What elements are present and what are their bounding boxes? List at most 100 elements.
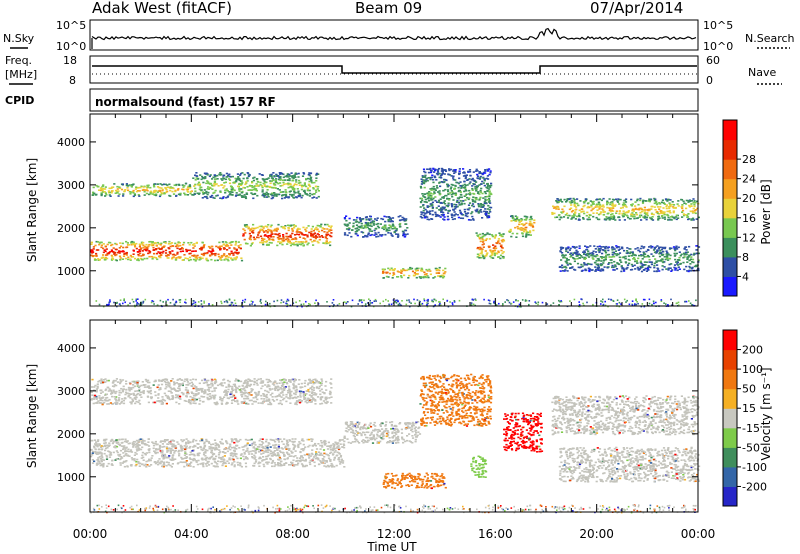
range-gate-cell [669, 218, 672, 221]
range-gate-cell [566, 264, 569, 266]
range-gate-cell [172, 187, 175, 190]
range-gate-cell [689, 258, 693, 261]
range-gate-cell [486, 232, 489, 234]
range-gate-cell [248, 189, 251, 191]
range-gate-cell [173, 184, 176, 186]
range-gate-cell [611, 251, 614, 254]
range-gate-cell [167, 247, 170, 249]
range-gate-cell [640, 219, 643, 221]
clutter-cell [116, 301, 118, 304]
range-gate-cell [177, 245, 180, 247]
range-gate-cell [463, 195, 466, 197]
range-gate-cell [583, 204, 586, 207]
range-gate-cell [315, 191, 318, 193]
range-gate-cell [101, 256, 104, 259]
clutter-cell [685, 300, 688, 303]
range-gate-cell [487, 178, 490, 180]
range-gate-cell [517, 227, 520, 230]
range-gate-cell [183, 254, 186, 256]
range-gate-cell [592, 255, 595, 257]
range-gate-cell [441, 202, 444, 204]
clutter-cell [636, 301, 638, 303]
range-gate-cell [235, 180, 238, 183]
range-gate-cell [436, 201, 439, 203]
range-gate-cell [423, 215, 427, 218]
range-gate-cell [245, 182, 248, 184]
range-gate-cell [207, 188, 210, 190]
range-gate-cell [101, 189, 104, 192]
range-gate-cell [431, 206, 434, 209]
clutter-cell [151, 300, 153, 302]
range-gate-cell [298, 236, 302, 238]
range-gate-cell [145, 249, 148, 251]
range-gate-cell [155, 190, 158, 192]
range-gate-cell [388, 229, 391, 232]
range-gate-cell [111, 186, 114, 189]
range-gate-cell [167, 461, 170, 464]
range-gate-cell [209, 187, 212, 189]
range-gate-cell [697, 252, 700, 255]
range-gate-cell [565, 212, 569, 215]
range-gate-cell [523, 223, 526, 226]
range-gate-cell [695, 245, 698, 247]
range-gate-cell [220, 173, 223, 176]
range-gate-cell [179, 250, 182, 253]
range-gate-cell [198, 184, 201, 187]
range-gate-cell [321, 227, 324, 229]
range-gate-cell [605, 216, 608, 218]
range-gate-cell [355, 227, 358, 230]
range-gate-cell [480, 183, 483, 185]
range-gate-cell [211, 178, 214, 180]
range-gate-cell [472, 196, 475, 198]
range-gate-cell [604, 258, 607, 261]
range-gate-cell [312, 244, 315, 246]
clutter-cell [144, 298, 147, 301]
range-gate-cell [614, 219, 617, 221]
range-gate-cell [124, 449, 127, 451]
range-gate-cell [253, 186, 256, 188]
range-gate-cell [448, 174, 452, 176]
range-gate-cell [162, 246, 165, 248]
range-gate-cell [574, 251, 577, 254]
range-gate-cell [658, 208, 661, 210]
range-gate-cell [259, 181, 262, 184]
range-gate-cell [249, 235, 252, 237]
range-gate-cell [673, 252, 676, 255]
range-gate-cell [143, 194, 146, 196]
range-gate-cell [568, 208, 571, 211]
range-gate-cell [281, 440, 284, 443]
range-gate-cell [223, 259, 226, 261]
range-gate-cell [138, 195, 141, 197]
range-gate-cell [683, 254, 686, 256]
range-gate-cell [108, 194, 111, 196]
range-gate-cell [675, 214, 678, 217]
range-gate-cell [366, 224, 370, 227]
range-gate-cell [607, 202, 610, 204]
range-gate-cell [655, 270, 658, 273]
clutter-cell [350, 305, 353, 308]
range-gate-cell [486, 187, 489, 190]
range-gate-cell [108, 187, 111, 190]
range-gate-cell [481, 192, 484, 195]
range-gate-cell [289, 193, 292, 196]
range-gate-cell [558, 218, 561, 221]
clutter-cell [259, 300, 262, 303]
range-gate-cell [138, 243, 141, 246]
range-gate-cell [222, 243, 225, 245]
range-gate-cell [324, 223, 327, 226]
range-gate-cell [157, 460, 160, 462]
range-gate-cell [688, 269, 691, 272]
range-gate-cell [219, 172, 222, 174]
range-gate-cell [240, 180, 243, 182]
range-gate-cell [110, 249, 113, 251]
range-gate-cell [495, 252, 498, 254]
range-gate-cell [267, 228, 270, 231]
range-gate-cell [261, 191, 264, 193]
range-gate-cell [432, 167, 435, 170]
range-gate-cell [329, 464, 332, 467]
range-gate-cell [301, 242, 304, 244]
range-gate-cell [454, 171, 457, 173]
range-gate-cell [102, 184, 105, 186]
range-gate-cell [142, 188, 145, 191]
range-gate-cell [150, 255, 153, 258]
